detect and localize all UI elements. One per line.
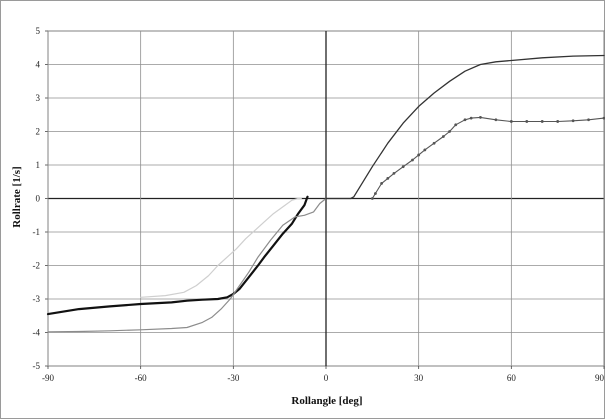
- y-axis-title: Rollrate [1/s]: [11, 166, 23, 227]
- x-tick-label: -60: [135, 373, 147, 383]
- tick-labels: -5 -4 -3 -2 -1 0 1 2 3 4 5 -90 -60 -30 0 30 60 90: [33, 26, 605, 383]
- y-tick-label: -5: [33, 361, 41, 371]
- series-point-5: [392, 171, 396, 175]
- y-tick-label: -3: [33, 294, 41, 304]
- x-tick-label: -30: [227, 373, 239, 383]
- series-point-5: [441, 135, 445, 138]
- series-point-5: [602, 116, 605, 120]
- series-point-5: [423, 148, 427, 152]
- series-point-5: [386, 177, 390, 180]
- series-line-1: [46, 195, 309, 316]
- series-group: [46, 54, 605, 333]
- series-point-5: [479, 116, 482, 119]
- x-tick-label: 60: [507, 373, 517, 383]
- y-tick-label: 2: [36, 127, 41, 137]
- x-tick-label: -90: [42, 373, 54, 383]
- series-point-5: [469, 116, 473, 120]
- grid-lines: [45, 30, 605, 369]
- y-tick-label: 3: [36, 93, 41, 103]
- series-point-5: [454, 123, 458, 127]
- series-point-5: [448, 130, 451, 133]
- series-point-5: [380, 182, 383, 185]
- y-tick-label: 4: [36, 60, 41, 70]
- y-tick-label: 5: [36, 26, 41, 36]
- y-tick-label: 0: [36, 194, 41, 204]
- series-point-5: [463, 118, 467, 122]
- y-tick-label: -2: [33, 261, 41, 271]
- series-line-2: [47, 197, 327, 333]
- series-point-5: [556, 120, 560, 123]
- series-point-5: [540, 120, 544, 123]
- series-point-5: [411, 158, 414, 162]
- x-tick-label: 0: [324, 373, 329, 383]
- series-point-5: [374, 192, 377, 195]
- series-point-5: [525, 120, 529, 123]
- series-line-5: [371, 116, 605, 200]
- series-point-5: [401, 165, 405, 169]
- series-point-5: [417, 153, 421, 157]
- series-point-5: [432, 141, 436, 145]
- y-tick-label: -4: [33, 328, 41, 338]
- x-tick-label: 90: [595, 373, 605, 383]
- y-tick-label: 1: [36, 160, 41, 170]
- series-line-4: [325, 54, 605, 200]
- series-line-3: [140, 197, 302, 298]
- series-point-5: [370, 197, 374, 200]
- series-point-5: [587, 118, 590, 122]
- series-point-5: [494, 118, 498, 122]
- x-axis-title: Rollangle [deg]: [291, 395, 362, 407]
- y-tick-label: -1: [33, 227, 41, 237]
- x-tick-label: 30: [414, 373, 424, 383]
- series-point-5: [509, 120, 513, 123]
- series-point-5: [571, 119, 575, 123]
